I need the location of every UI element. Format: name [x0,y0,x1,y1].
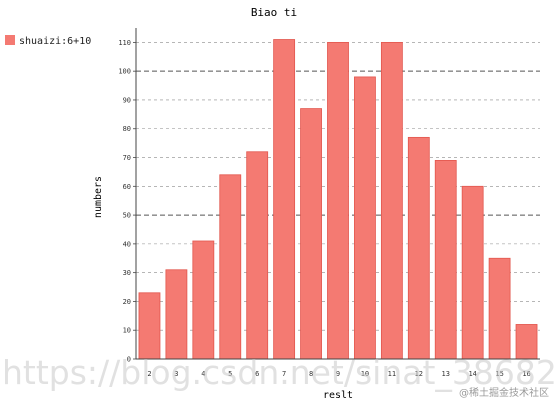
y-axis-ticks: 0 10 20 30 40 50 60 70 80 90 100 110 [118,39,136,364]
watermark-site: @稀土掘金技术社区 [459,386,549,399]
bars [138,39,538,360]
bar-5[interactable] [219,174,242,360]
x-axis-title: reslt [323,390,353,401]
bar-8[interactable] [300,108,322,360]
y-tick-label-70: 70 [123,154,131,162]
bar-9[interactable] [327,41,349,360]
bar-12[interactable] [407,136,430,360]
y-tick-label-110: 110 [118,39,131,47]
x-tick-label-4: 4 [201,370,205,378]
x-tick-label-16: 16 [522,370,530,378]
x-tick-label-12: 12 [415,370,423,378]
x-tick-label-3: 3 [174,370,178,378]
bar-10[interactable] [354,76,376,360]
bar-6[interactable] [246,151,269,360]
x-tick-label-13: 13 [442,370,450,378]
y-tick-label-10: 10 [123,327,131,335]
bar-2[interactable] [138,292,161,360]
bar-4[interactable] [192,240,215,360]
bar-15[interactable] [488,257,511,360]
chart-title: Biao ti [251,6,297,19]
bar-3[interactable] [165,269,188,360]
legend-label-series-1: shuaizi:6+10 [19,36,91,47]
x-tick-label-5: 5 [228,370,232,378]
x-tick-label-9: 9 [336,370,340,378]
y-tick-label-0: 0 [127,356,131,364]
x-tick-label-10: 10 [361,370,369,378]
y-tick-label-50: 50 [123,212,131,220]
x-tick-label-6: 6 [255,370,259,378]
x-axis-ticks: 2 3 4 5 6 7 8 9 10 11 12 13 14 15 16 [147,370,530,378]
x-tick-label-14: 14 [468,370,476,378]
y-tick-label-30: 30 [123,269,131,277]
x-tick-label-11: 11 [388,370,396,378]
x-tick-label-8: 8 [309,370,313,378]
y-tick-label-90: 90 [123,96,131,104]
y-tick-label-100: 100 [118,68,131,76]
y-tick-label-60: 60 [123,183,131,191]
x-tick-label-7: 7 [282,370,286,378]
watermark-url: https://blog.csdn.net/sinat_38682861 [2,353,554,392]
y-axis-title: numbers [93,176,104,218]
y-tick-label-40: 40 [123,240,131,248]
x-tick-label-2: 2 [147,370,151,378]
legend-swatch [5,35,15,45]
bar-14[interactable] [461,185,484,360]
bar-7[interactable] [273,39,296,360]
bar-11[interactable] [380,41,403,360]
x-tick-label-15: 15 [495,370,503,378]
bar-13[interactable] [434,159,457,360]
legend[interactable]: shuaizi:6+10 [5,35,91,47]
y-tick-label-20: 20 [123,298,131,306]
y-tick-label-80: 80 [123,125,131,133]
